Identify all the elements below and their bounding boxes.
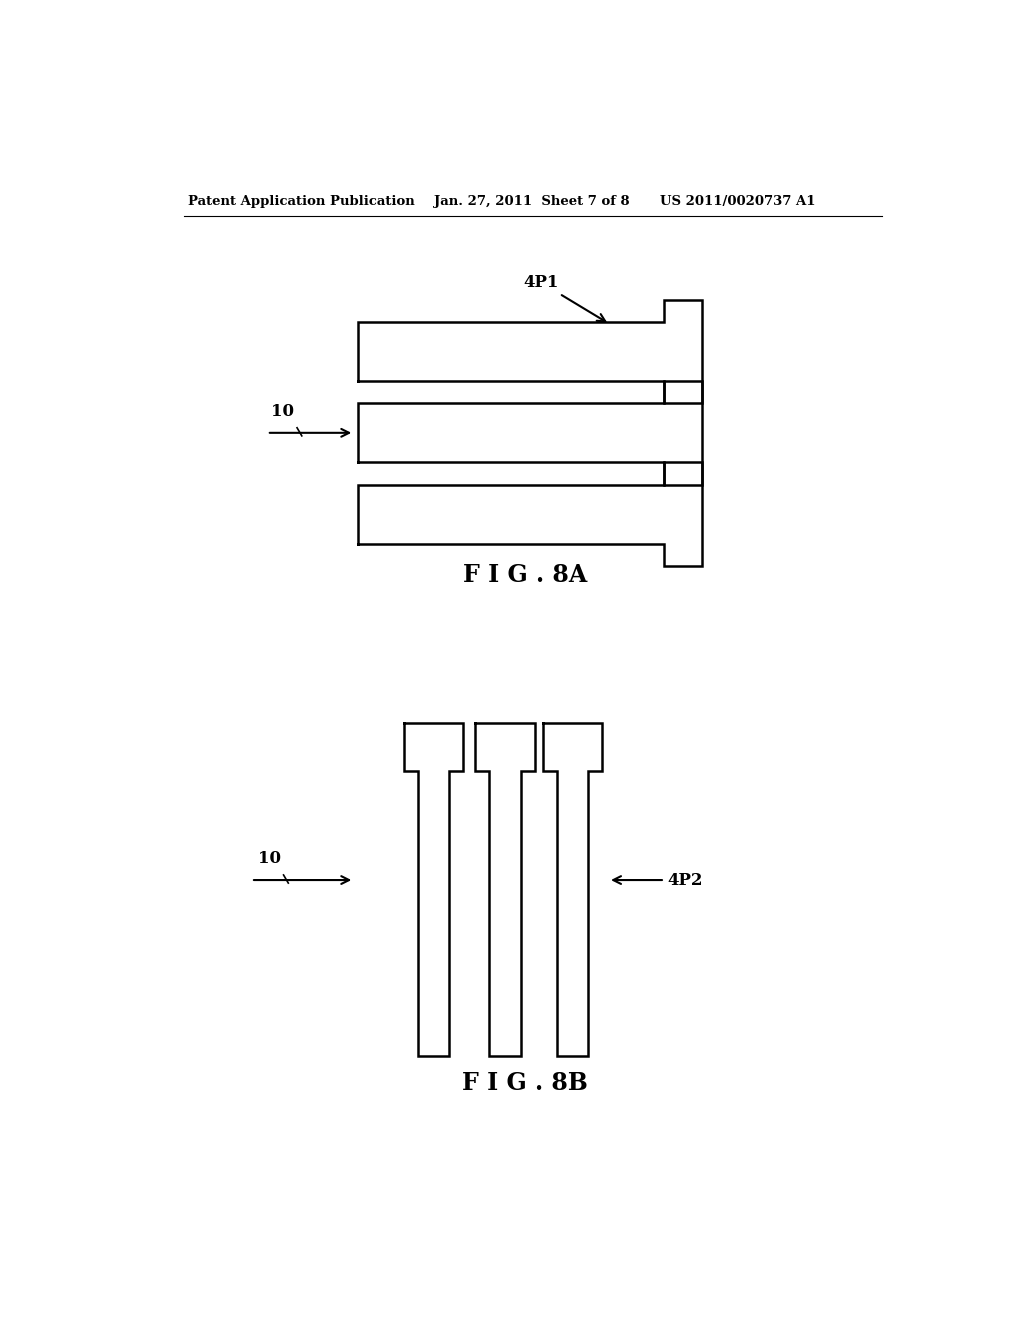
Text: 10: 10 xyxy=(258,850,281,867)
Text: Jan. 27, 2011  Sheet 7 of 8: Jan. 27, 2011 Sheet 7 of 8 xyxy=(433,194,629,207)
Polygon shape xyxy=(358,381,701,484)
Polygon shape xyxy=(403,722,463,1056)
Text: 10: 10 xyxy=(271,403,294,420)
Polygon shape xyxy=(543,722,602,1056)
Polygon shape xyxy=(475,722,535,1056)
Text: F I G . 8A: F I G . 8A xyxy=(463,564,587,587)
Text: Patent Application Publication: Patent Application Publication xyxy=(187,194,415,207)
Text: 4P2: 4P2 xyxy=(613,871,703,888)
Text: US 2011/0020737 A1: US 2011/0020737 A1 xyxy=(659,194,815,207)
Text: 4P1: 4P1 xyxy=(523,275,605,322)
Text: F I G . 8B: F I G . 8B xyxy=(462,1072,588,1096)
Polygon shape xyxy=(358,300,701,404)
Polygon shape xyxy=(358,462,701,566)
